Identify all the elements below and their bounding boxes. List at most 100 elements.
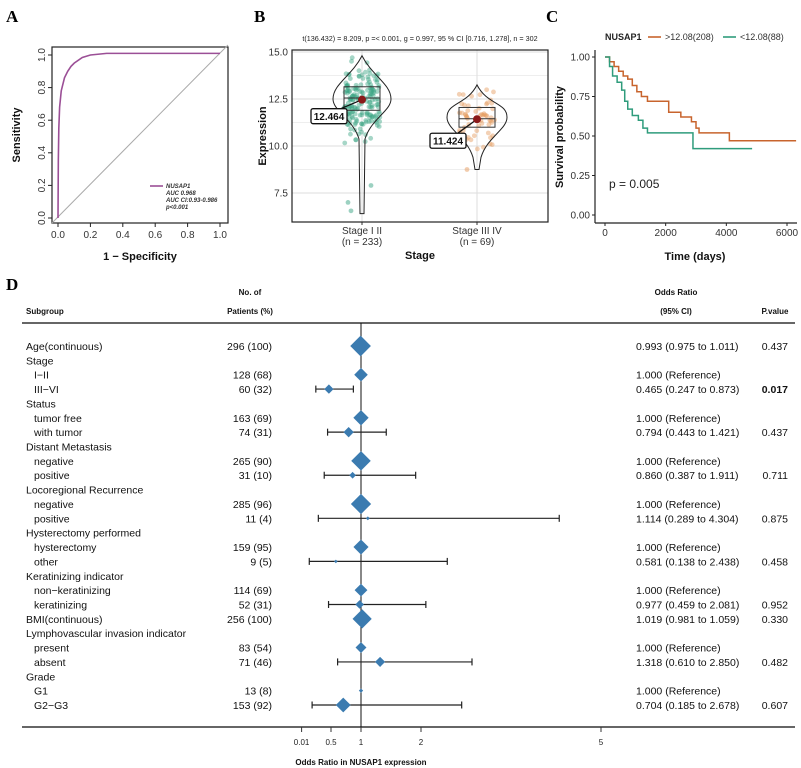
violin-outline: [446, 83, 508, 170]
row-patient-count: 71 (46): [239, 657, 272, 669]
jitter-point: [368, 86, 374, 92]
y-tick-label: 0.6: [37, 113, 48, 127]
km-panel: 0 2000 4000 6000 0.00 0.25 0.50 0.75 1.00 NUSAP1 >…: [554, 32, 799, 263]
or-diamond: [358, 688, 364, 693]
jitter-point: [367, 100, 372, 105]
or-diamond: [354, 367, 368, 382]
roc-panel: 0.0 0.2 0.4 0.6 0.8 1.0 0.0 0.2 0.4 0.6 0.8 1.0 NUSA…: [11, 44, 229, 263]
panel-label-d: D: [6, 275, 18, 294]
header-or-2: (95% CI): [660, 307, 692, 316]
jitter-point: [484, 87, 490, 93]
jitter-point: [347, 97, 353, 103]
x-tick-label: 2000: [655, 228, 678, 239]
jitter-point: [370, 93, 376, 99]
jitter-point: [356, 73, 362, 79]
jitter-point: [367, 71, 373, 76]
jitter-point: [367, 99, 373, 105]
roc-curve: [57, 52, 220, 219]
header-subgroup: Subgroup: [26, 307, 64, 316]
jitter-point: [474, 146, 480, 152]
legend-entry: AUC CI:0.93-0.986: [165, 198, 218, 204]
jitter-point: [374, 77, 380, 83]
jitter-point: [366, 104, 372, 110]
jitter-point: [359, 89, 365, 95]
row-subgroup-label: Grade: [26, 671, 55, 683]
jitter-point: [349, 58, 354, 64]
jitter-point: [463, 112, 469, 118]
row-p-value: 0.482: [762, 657, 788, 669]
legend-entry: p<0.001: [165, 205, 189, 211]
plot-border: [291, 49, 549, 223]
jitter-point: [377, 110, 383, 116]
jitter-point: [363, 119, 369, 125]
x-axis-title: Stage: [405, 250, 435, 262]
jitter-point: [344, 88, 350, 94]
stats-subtitle: t(136.432) = 8.209, p =< 0.001, g = 0.99…: [302, 34, 537, 43]
x-tick-label: Stage III IV: [452, 226, 502, 237]
jitter-point: [473, 109, 479, 114]
jitter-point: [363, 118, 369, 123]
jitter-point: [375, 96, 380, 102]
row-p-value: 0.952: [762, 599, 788, 611]
row-subgroup-label: Hysterectomy performed: [26, 528, 141, 540]
x-tick-label: 2: [419, 738, 424, 747]
jitter-point: [465, 108, 471, 114]
jitter-point: [476, 105, 482, 111]
mean-point: [473, 115, 481, 124]
jitter-point: [345, 82, 351, 88]
row-or-ci: 1.000 (Reference): [636, 686, 721, 698]
y-axis-title: Expression: [257, 106, 269, 166]
x-tick-label: 6000: [776, 228, 799, 239]
jitter-point: [348, 126, 353, 132]
row-patient-count: 285 (96): [233, 499, 272, 511]
row-or-ci: 0.794 (0.443 to 1.421): [636, 427, 739, 439]
jitter-point: [375, 101, 381, 107]
or-diamond: [349, 471, 356, 479]
x-tick-n-label: (n = 233): [342, 237, 382, 248]
jitter-point: [349, 104, 354, 110]
jitter-point: [369, 89, 374, 95]
row-p-value: 0.330: [762, 614, 788, 626]
jitter-point: [457, 110, 462, 116]
row-subgroup-label: negative: [34, 456, 74, 468]
jitter-point: [479, 120, 485, 126]
jitter-point: [376, 85, 382, 90]
jitter-point: [371, 87, 377, 93]
header-or-1: Odds Ratio: [655, 288, 698, 297]
jitter-point: [481, 111, 487, 117]
jitter-point: [369, 104, 375, 110]
jitter-point: [364, 111, 370, 116]
jitter-point: [345, 90, 350, 96]
row-subgroup-label: BMI(continuous): [26, 614, 102, 626]
jitter-point: [480, 112, 486, 118]
jitter-point: [376, 124, 382, 129]
jitter-point: [359, 110, 365, 116]
row-patient-count: 128 (68): [233, 370, 272, 382]
jitter-point: [359, 129, 364, 135]
row-patient-count: 13 (8): [245, 686, 272, 698]
jitter-point: [489, 100, 495, 106]
row-subgroup-label: Distant Metastasis: [26, 442, 112, 454]
jitter-point: [351, 92, 357, 98]
jitter-point: [483, 113, 489, 119]
mean-label-leader: [454, 118, 478, 136]
row-subgroup-label: Lymphovascular invasion indicator: [26, 628, 187, 640]
y-tick-label: 0.50: [571, 132, 591, 143]
y-tick-label: 0.8: [37, 80, 48, 94]
jitter-point: [347, 76, 353, 81]
jitter-point: [346, 72, 352, 78]
jitter-point: [359, 121, 364, 127]
row-or-ci: 1.000 (Reference): [636, 499, 721, 511]
jitter-point: [344, 88, 350, 93]
jitter-point: [365, 81, 371, 87]
or-diamond: [375, 656, 386, 667]
x-tick-label: 1: [359, 738, 364, 747]
jitter-point: [371, 73, 377, 79]
x-tick-label: 0: [602, 228, 608, 239]
jitter-point: [344, 83, 349, 89]
jitter-point: [486, 122, 492, 128]
or-diamond: [353, 410, 369, 426]
jitter-point: [369, 97, 375, 103]
jitter-point: [377, 119, 383, 124]
row-or-ci: 1.318 (0.610 to 2.850): [636, 657, 739, 669]
